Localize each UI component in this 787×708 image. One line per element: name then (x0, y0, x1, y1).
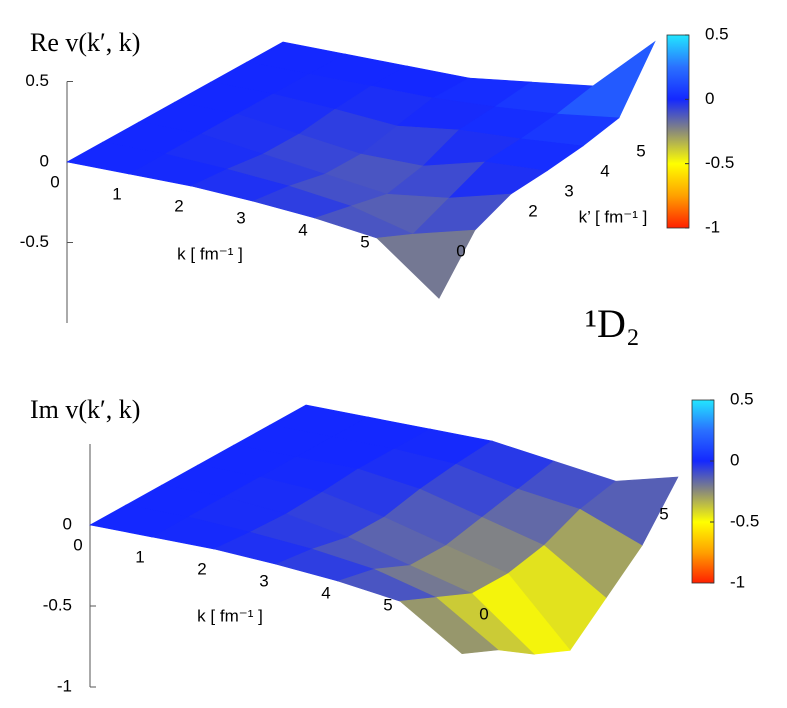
x-tick-label: 0 (50, 172, 59, 191)
y-tick-label: 3 (564, 181, 573, 200)
z-tick-label: 0 (63, 514, 72, 533)
y-axis-label: k’ [ fm⁻¹ ] (579, 207, 648, 226)
z-tick-label: 0.5 (25, 71, 49, 90)
x-tick-label: 1 (135, 547, 144, 566)
y-tick-label: 4 (600, 161, 609, 180)
x-tick-label: 2 (174, 196, 183, 215)
colorbar-tick-label: 0.5 (730, 389, 754, 408)
surface-patch (376, 229, 476, 299)
x-tick-label: 0 (73, 535, 82, 554)
colorbar-tick-label: 0.5 (705, 24, 729, 43)
z-tick-label: -0.5 (43, 595, 72, 614)
x-tick-label: 5 (360, 232, 369, 251)
colorbar (691, 399, 715, 584)
x-tick-label: 3 (259, 571, 268, 590)
x-tick-label: 4 (321, 583, 330, 602)
x-axis-label: k [ fm⁻¹ ] (197, 606, 263, 625)
y-tick-label: 5 (636, 141, 645, 160)
z-tick-label: -0.5 (20, 232, 49, 251)
x-tick-label: 1 (112, 184, 121, 203)
chart-title: Re v(k′, k) (30, 28, 140, 57)
surface-patch (556, 40, 656, 119)
y-tick-label: 0 (456, 241, 465, 260)
colorbar-tick-label: 0 (705, 89, 714, 108)
chart-title: Im v(k′, k) (30, 395, 140, 424)
colorbar (666, 34, 690, 229)
colorbar-tick-label: -0.5 (705, 153, 734, 172)
colorbar-tick-label: -1 (730, 572, 745, 591)
x-tick-label: 2 (197, 559, 206, 578)
x-tick-label: 3 (236, 208, 245, 227)
colorbar-tick-label: -1 (705, 217, 720, 236)
x-axis-label: k [ fm⁻¹ ] (177, 244, 243, 263)
colorbar-tick-label: 0 (730, 450, 739, 469)
panel-label: ¹D₂ (585, 301, 640, 346)
y-tick-label: 0 (479, 604, 488, 623)
y-tick-label: 2 (528, 201, 537, 220)
x-tick-label: 4 (298, 220, 307, 239)
surface-patch (399, 597, 499, 655)
x-tick-label: 5 (383, 595, 392, 614)
y-tick-label: 5 (659, 504, 668, 523)
z-tick-label: 0 (40, 151, 49, 170)
colorbar-tick-label: -0.5 (730, 511, 759, 530)
z-tick-label: -1 (57, 676, 72, 695)
